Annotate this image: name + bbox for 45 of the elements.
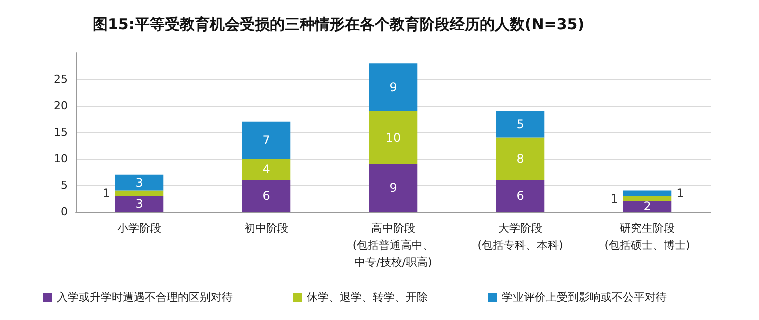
- data-label: 2: [644, 200, 652, 214]
- y-tick-label: 0: [61, 206, 68, 218]
- chart-title: 图15:平等受教育机会受损的三种情形在各个教育阶段经历的人数(N=35): [93, 16, 585, 34]
- bar: [623, 201, 672, 212]
- bar: [496, 111, 545, 138]
- legend-label: 入学或升学时遭遇不合理的区别对待: [57, 291, 233, 304]
- bar: [623, 190, 672, 196]
- data-label: 1: [102, 186, 110, 200]
- bar: [496, 138, 545, 180]
- bar: [242, 180, 291, 212]
- y-tick-label: 20: [54, 100, 68, 112]
- bar: [623, 196, 672, 202]
- bar: [115, 174, 164, 191]
- y-tick-label: 10: [54, 152, 68, 166]
- bar: [242, 122, 291, 159]
- data-label: 3: [136, 176, 144, 190]
- data-label: 10: [386, 130, 402, 145]
- legend-label: 学业评价上受到影响或不公平对待: [502, 291, 667, 304]
- data-label: 8: [516, 152, 524, 166]
- x-tick-label: 高中阶段 (包括普通高中、中专/技校/职高): [352, 222, 434, 269]
- data-label: 3: [136, 197, 144, 212]
- y-tick-label: 25: [54, 73, 68, 86]
- x-tick-label: 小学阶段: [118, 222, 162, 235]
- bar: [242, 159, 291, 180]
- y-tick-label: 5: [61, 179, 68, 192]
- y-tick-label: 15: [54, 126, 68, 139]
- data-label: 7: [262, 133, 270, 148]
- bar: [496, 180, 545, 212]
- bar: [369, 64, 418, 112]
- data-label: 9: [390, 181, 398, 196]
- bar: [115, 190, 164, 196]
- bar: [369, 111, 418, 164]
- legend-label: 休学、退学、转学、开除: [307, 291, 428, 304]
- data-label: 5: [516, 118, 524, 132]
- x-tick-label: 初中阶段: [244, 222, 288, 235]
- x-tick-label: 研究生阶段 (包括硕士、博士): [604, 222, 690, 252]
- x-tick-label: 大学阶段 (包括专科、本科): [478, 222, 564, 252]
- data-label: 1: [676, 186, 684, 200]
- data-label: 9: [390, 80, 398, 94]
- data-label: 6: [516, 189, 524, 204]
- data-label: 4: [262, 162, 270, 177]
- data-label: 6: [262, 189, 270, 204]
- bar: [115, 196, 164, 212]
- data-label: 1: [610, 192, 618, 206]
- bar: [369, 164, 418, 212]
